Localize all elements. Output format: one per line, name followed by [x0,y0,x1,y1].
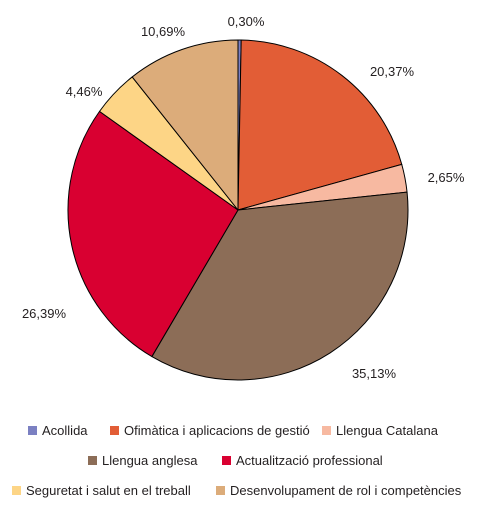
legend-swatch [322,425,331,435]
slice-label-4: 35,13% [352,366,397,381]
pie-slice-2 [237,39,403,211]
legend-swatch [110,425,119,435]
legend-item-1: Acollida [28,420,88,440]
legend-swatch [28,425,37,435]
legend-label: Llengua Catalana [336,422,438,438]
legend-label: Llengua anglesa [102,452,198,468]
slice-label-5: 26,39% [22,306,67,321]
legend-item-2: Ofimàtica i aplicacions de gestió [110,420,310,440]
legend-swatch [88,455,97,465]
pie-slice-5 [67,110,239,358]
pie-chart: 0,30% 20,37% 2,65% 35,13% 26,39% 4,46% 10,69% [22,14,465,381]
legend-label: Seguretat i salut en el treball [26,482,191,498]
legend-label: Actualització professional [236,452,383,468]
legend-item-3: Llengua Catalana [322,420,438,440]
slice-label-3: 2,65% [428,170,465,185]
legend-label: Acollida [42,422,88,438]
legend-item-6: Seguretat i salut en el treball [12,480,191,500]
legend-swatch [12,485,21,495]
legend-item-4: Llengua anglesa [88,450,197,470]
legend-label: Desenvolupament de rol i competències [230,482,462,498]
slice-label-1: 0,30% [228,14,265,29]
pie-slice-7 [131,39,239,211]
legend-label: Ofimàtica i aplicacions de gestió [124,422,310,438]
slice-label-6: 4,46% [66,84,103,99]
legend-item-5: Actualització professional [222,450,383,470]
legend-item-7: Desenvolupament de rol i competències [216,480,461,500]
legend-swatch [216,485,225,495]
pie-slice-4 [151,191,409,381]
slice-label-7: 10,69% [141,24,186,39]
slice-label-2: 20,37% [370,64,415,79]
legend-swatch [222,455,231,465]
